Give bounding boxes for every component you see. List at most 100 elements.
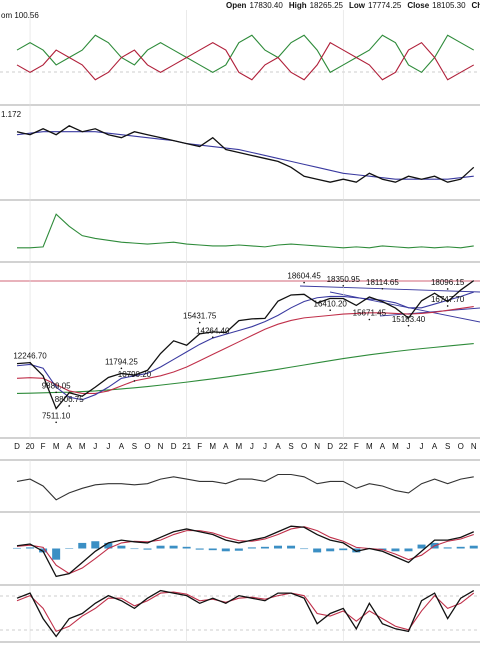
header-label: Open xyxy=(226,1,247,10)
annotation-label: 18096.15 xyxy=(431,278,465,287)
series-line xyxy=(16,591,475,633)
histogram-bar xyxy=(287,545,296,549)
histogram-bar xyxy=(65,548,74,549)
histogram-bar xyxy=(26,547,35,549)
x-tick-label: A xyxy=(223,442,229,451)
x-tick-label: J xyxy=(106,442,110,451)
x-tick-label: D xyxy=(171,442,177,451)
annotation-label: 15183.40 xyxy=(392,315,426,324)
x-tick-label: J xyxy=(250,442,254,451)
series-line xyxy=(16,131,474,180)
x-tick-label: O xyxy=(301,442,307,451)
header-value: 17774.25 xyxy=(368,1,402,10)
annotation-marker xyxy=(329,309,332,312)
x-tick-label: S xyxy=(445,442,450,451)
histogram-bar xyxy=(195,548,204,550)
x-tick-label: F xyxy=(197,442,202,451)
x-tick-label: J xyxy=(420,442,424,451)
annotation-label: 18114.65 xyxy=(366,278,399,287)
histogram-bar xyxy=(326,548,335,552)
x-tick-label: J xyxy=(263,442,267,451)
histogram-bar xyxy=(443,547,452,549)
histogram-bar xyxy=(117,545,126,549)
annotation-marker xyxy=(55,421,57,424)
annotation-label: 7511.10 xyxy=(42,411,71,420)
histogram-bar xyxy=(313,548,322,553)
header-label: Low xyxy=(349,1,366,10)
histogram-bar xyxy=(182,546,191,549)
panel-label: 1.172 xyxy=(1,110,22,119)
histogram-bar xyxy=(247,547,256,549)
histogram-bar xyxy=(469,545,478,549)
x-tick-label: N xyxy=(314,442,320,451)
annotation-label: 15431.75 xyxy=(183,312,217,321)
histogram-bar xyxy=(234,548,243,551)
histogram-bar xyxy=(274,545,282,549)
histogram-bar xyxy=(417,544,426,549)
annotation-label: 12246.70 xyxy=(13,352,47,361)
series-line xyxy=(16,473,474,501)
header-label: Close xyxy=(407,1,429,10)
annotation-label: 15671.45 xyxy=(353,309,387,318)
header-value: 18105.30 xyxy=(432,1,466,10)
histogram-bar xyxy=(260,546,269,549)
histogram-bar xyxy=(52,548,61,560)
histogram-bar xyxy=(300,548,309,550)
header-value: 17830.40 xyxy=(249,1,283,10)
trend-line xyxy=(299,285,480,293)
x-tick-label: M xyxy=(79,442,86,451)
series-line xyxy=(16,280,475,410)
histogram-bar xyxy=(78,542,87,549)
annotation-marker xyxy=(198,321,201,324)
x-tick-label: A xyxy=(380,442,386,451)
x-tick-label: A xyxy=(275,442,281,451)
histogram-bar xyxy=(143,548,152,550)
series-line xyxy=(16,291,474,401)
header-value: 18265.25 xyxy=(310,1,344,10)
annotation-marker xyxy=(303,281,305,284)
histogram-bar xyxy=(130,548,139,550)
series-line xyxy=(16,41,475,81)
histogram-bar xyxy=(169,545,178,549)
header-label: Chg xyxy=(472,1,480,10)
histogram-bar xyxy=(13,547,21,549)
histogram-bar xyxy=(404,548,413,552)
histogram-bar xyxy=(352,548,361,553)
x-tick-label: A xyxy=(67,442,73,451)
annotation-marker xyxy=(381,287,384,290)
annotation-marker xyxy=(407,324,410,327)
annotation-marker xyxy=(68,405,70,407)
x-tick-label: D xyxy=(14,442,20,451)
x-tick-label: D xyxy=(327,442,333,451)
annotation-marker xyxy=(446,288,449,290)
x-tick-label: A xyxy=(432,442,438,451)
annotation-label: 9889.05 xyxy=(42,381,71,390)
x-tick-label: O xyxy=(458,442,464,451)
x-tick-label: M xyxy=(392,442,399,451)
series-line xyxy=(16,525,475,578)
histogram-bar xyxy=(391,548,400,552)
x-tick-label: F xyxy=(354,442,359,451)
annotation-label: 18350.95 xyxy=(327,275,361,284)
x-tick-label: F xyxy=(41,442,46,451)
histogram-bar xyxy=(39,548,48,553)
x-tick-label: S xyxy=(288,442,293,451)
annotation-marker xyxy=(29,361,31,364)
histogram-bar xyxy=(91,541,100,549)
histogram-bar xyxy=(221,548,230,552)
annotation-marker xyxy=(120,367,123,370)
series-line xyxy=(16,589,475,638)
x-tick-label: 20 xyxy=(26,442,35,451)
plot-area: D 20 F M A M J J A S O N D 21 F M A M J J A S O N D 22 F M A M J J A S O No… xyxy=(1,10,478,642)
x-tick-label: 22 xyxy=(339,442,348,451)
x-tick-label: N xyxy=(158,442,164,451)
panel-label: om 100.56 xyxy=(1,11,39,20)
x-tick-label: M xyxy=(53,442,60,451)
histogram-bar xyxy=(456,546,465,549)
annotation-label: 14264.40 xyxy=(196,326,230,335)
x-tick-label: M xyxy=(366,442,373,451)
annotation-label: 11794.25 xyxy=(105,357,138,366)
header-label: High xyxy=(289,1,307,10)
series-line xyxy=(17,213,474,249)
